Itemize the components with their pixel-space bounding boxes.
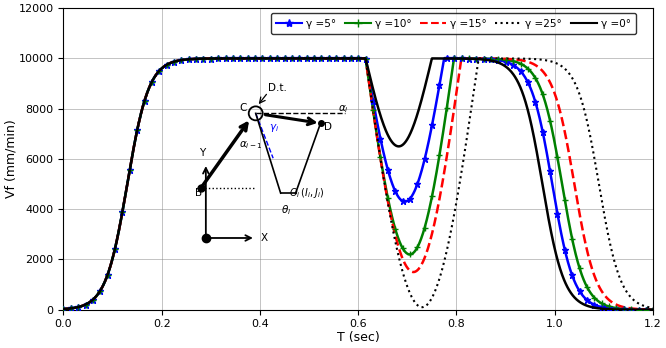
X-axis label: T (sec): T (sec) bbox=[337, 331, 380, 344]
Y-axis label: Vf (mm/min): Vf (mm/min) bbox=[4, 120, 17, 198]
Legend: γ =5°, γ =10°, γ =15°, γ =25°, γ =0°: γ =5°, γ =10°, γ =15°, γ =25°, γ =0° bbox=[271, 13, 636, 34]
